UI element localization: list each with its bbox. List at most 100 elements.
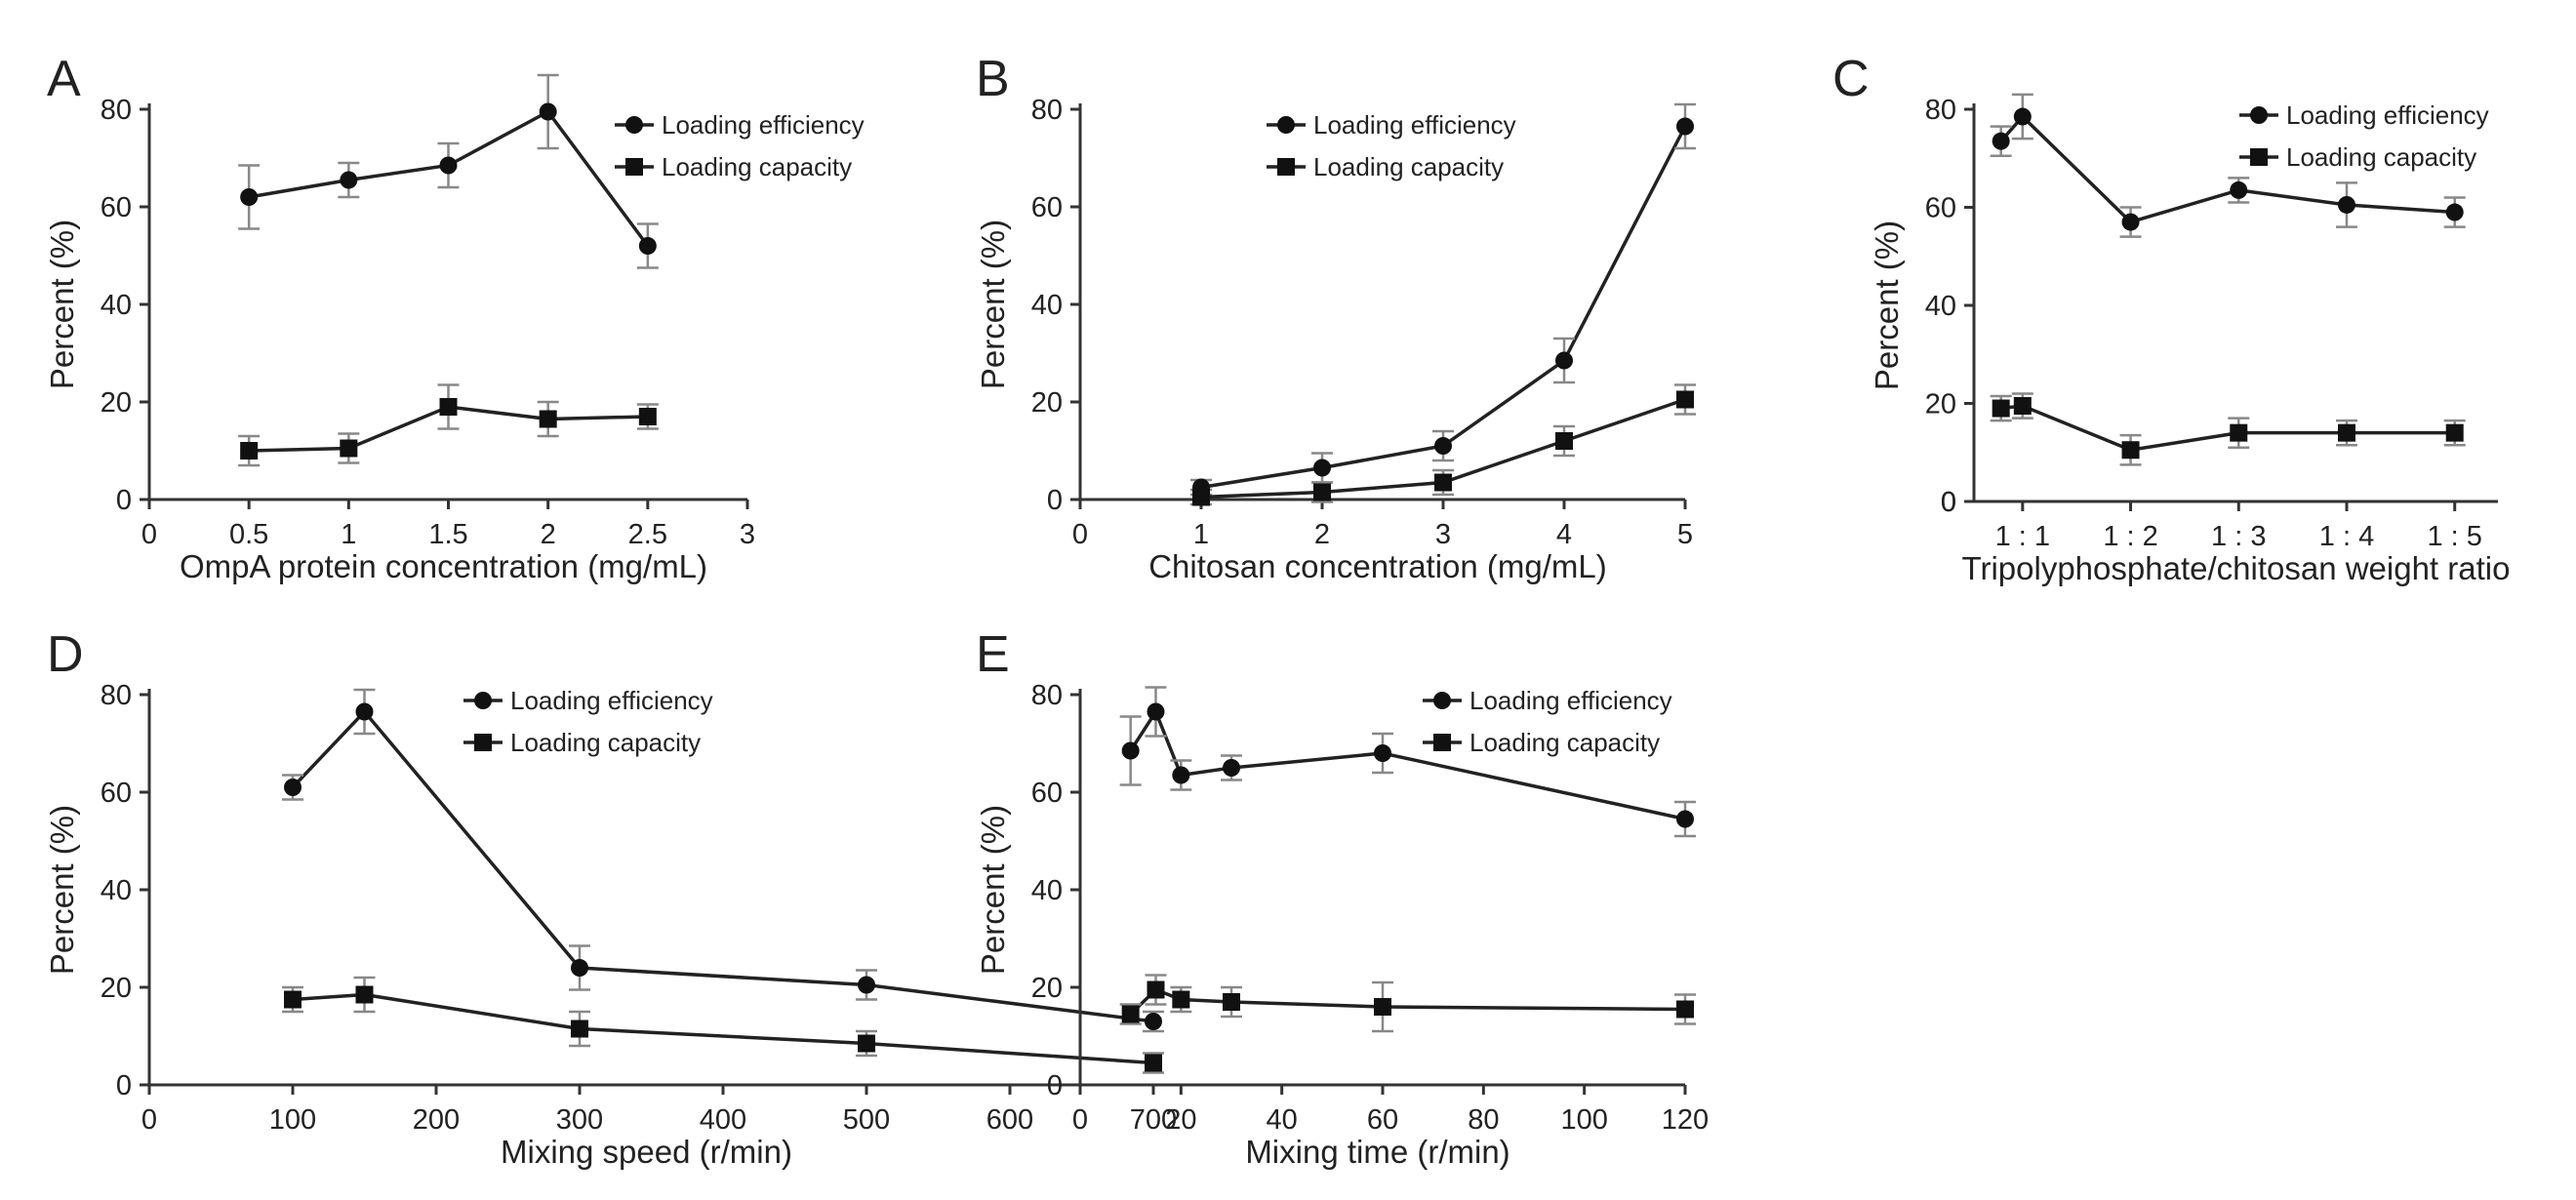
panel-a-y-tick-label: 20 xyxy=(101,387,132,419)
panel-e-x-tick-label: 40 xyxy=(1267,1104,1298,1136)
panel-d-legend-marker-capacity xyxy=(474,734,492,751)
panel-a-series-efficiency-point xyxy=(240,188,259,206)
panel-c-x-tick-label: 1 : 1 xyxy=(1995,521,2050,552)
panel-d-series-efficiency-point xyxy=(858,976,875,994)
panel-e-label: E xyxy=(976,626,1010,683)
panel-a-x-tick-label: 0.5 xyxy=(229,519,268,550)
panel-e-y-tick-label: 0 xyxy=(1047,1070,1063,1101)
panel-c-series-efficiency-point xyxy=(2337,195,2355,214)
panel-d-legend-label-efficiency: Loading efficiency xyxy=(510,686,713,715)
panel-e-series-efficiency-point xyxy=(1676,810,1694,828)
panel-a-y-tick-label: 60 xyxy=(101,192,132,223)
panel-c-legend-marker-capacity xyxy=(2250,148,2268,166)
panel-c-series-capacity-point xyxy=(2121,441,2140,460)
panel-e-series-capacity-point xyxy=(1223,993,1240,1011)
panel-e-legend: Loading efficiency Loading capacity xyxy=(1423,686,1672,757)
panel-e-x-tick-label: 120 xyxy=(1662,1104,1709,1136)
panel-e-y-tick-label: 40 xyxy=(1031,875,1063,906)
panel-e-series-capacity-point xyxy=(1121,1005,1140,1023)
panel-b-series-capacity-point xyxy=(1676,390,1694,409)
panel-d-y-tick-label: 80 xyxy=(101,680,132,711)
panel-a-series-capacity-point xyxy=(240,442,259,460)
panel-d-series-capacity-point xyxy=(355,985,374,1004)
panel-c-series-capacity-point xyxy=(1992,399,2010,418)
panel-b-y-tick-label: 20 xyxy=(1031,387,1063,419)
panel-a-x-tick-label: 1.5 xyxy=(428,519,467,550)
panel-e-legend-marker-efficiency xyxy=(1433,692,1451,709)
panel-d-legend: Loading efficiency Loading capacity xyxy=(463,686,713,757)
panel-b-series-efficiency-point xyxy=(1555,351,1573,370)
panel-d-y-tick-label: 20 xyxy=(101,973,132,1004)
panel-a-legend-label-capacity: Loading capacity xyxy=(662,152,852,181)
panel-c-series-capacity xyxy=(1990,392,2466,466)
panel-d-x-tick-label: 100 xyxy=(269,1104,316,1136)
panel-c-y-tick-label: 0 xyxy=(1941,487,1956,518)
panel-c-series-capacity-point xyxy=(2337,423,2355,442)
panel-b-x-tick-label: 2 xyxy=(1314,519,1330,550)
panel-b-series-capacity-point xyxy=(1555,432,1573,450)
panel-d-x-tick-label: 600 xyxy=(986,1104,1033,1136)
panel-c-x-tick-label: 1 : 3 xyxy=(2211,521,2266,552)
panel-a-x-tick-label: 2 xyxy=(541,519,556,550)
panel-b-series-capacity-point xyxy=(1434,473,1452,492)
panel-b-x-tick-label: 4 xyxy=(1556,519,1572,550)
panel-e-series-capacity xyxy=(1119,974,1696,1033)
panel-c-y-axis-title: Percent (%) xyxy=(1869,220,1905,390)
panel-c-x-tick-label: 1 : 2 xyxy=(2103,521,2157,552)
panel-d-y-tick-label: 60 xyxy=(101,778,132,809)
panel-a-series-capacity-point xyxy=(638,408,657,425)
panel-e-series-efficiency-point xyxy=(1147,702,1165,721)
panel-e-legend-label-efficiency: Loading efficiency xyxy=(1469,686,1672,715)
panel-c-y-tick-label: 60 xyxy=(1925,193,1956,224)
panel-b-legend-marker-capacity xyxy=(1277,158,1295,176)
panel-b-series-efficiency-point xyxy=(1676,117,1694,136)
panel-d-x-tick-label: 500 xyxy=(843,1104,890,1136)
panel-d-series-capacity-point xyxy=(1145,1054,1162,1072)
panel-a-series-capacity xyxy=(238,383,659,467)
panel-d-x-tick-label: 0 xyxy=(141,1104,157,1136)
panel-e-series-capacity-point xyxy=(1374,998,1391,1016)
panel-b-legend: Loading efficiency Loading capacity xyxy=(1267,110,1516,181)
panel-e-legend-label-capacity: Loading capacity xyxy=(1469,728,1660,757)
panel-c-legend-label-capacity: Loading capacity xyxy=(2286,142,2476,172)
panel-c-series-capacity-point xyxy=(2445,423,2464,442)
panel-b-y-tick-label: 60 xyxy=(1031,192,1063,223)
panel-a-y-tick-label: 80 xyxy=(101,95,132,126)
panel-a-x-tick-label: 0 xyxy=(141,519,157,550)
panel-b-label: B xyxy=(976,51,1010,107)
panel-a-legend-label-efficiency: Loading efficiency xyxy=(662,110,865,140)
panel-d-y-tick-label: 40 xyxy=(101,875,132,906)
panel-a-legend-marker-capacity xyxy=(625,158,643,176)
panel-d-series-efficiency-point xyxy=(355,702,374,721)
panel-c-series-efficiency-point xyxy=(2230,180,2248,199)
panel-c-series-capacity-line xyxy=(2000,404,2455,453)
panel-e-x-tick-label: 0 xyxy=(1072,1104,1088,1136)
panel-e-y-axis-title: Percent (%) xyxy=(975,805,1011,975)
panel-a-y-tick-label: 0 xyxy=(116,485,132,516)
panel-c-y-tick-label: 40 xyxy=(1925,291,1956,322)
panel-d-series-efficiency-point xyxy=(284,779,302,796)
panel-d-series-efficiency-point xyxy=(571,959,588,977)
panel-d-x-tick-label: 200 xyxy=(413,1104,460,1136)
panel-a-x-axis-title: OmpA protein concentration (mg/mL) xyxy=(180,548,707,584)
panel-a: A 0 20 40 60 80 0 0.5 1 1.5 2 2.5 3 OmpA protein conc… xyxy=(44,51,865,584)
panel-e-series-efficiency-point xyxy=(1121,741,1140,760)
panel-d-series-capacity xyxy=(282,976,1164,1074)
panel-d-series-capacity-point xyxy=(858,1034,875,1053)
panel-c-x-origin-label: 0 xyxy=(1941,487,1956,518)
panel-e-x-tick-label: 60 xyxy=(1367,1104,1398,1136)
panel-a-series-efficiency-point xyxy=(439,156,458,175)
panel-b-y-tick-label: 40 xyxy=(1031,290,1063,321)
panel-b-series-capacity xyxy=(1190,383,1696,506)
panel-e-series-efficiency xyxy=(1119,686,1696,838)
panel-d-x-tick-label: 300 xyxy=(556,1104,603,1136)
panel-b-legend-marker-efficiency xyxy=(1277,116,1295,134)
panel-d-legend-label-capacity: Loading capacity xyxy=(510,728,701,757)
panel-b-y-tick-label: 0 xyxy=(1047,485,1063,516)
panel-a-label: A xyxy=(47,51,81,107)
panel-a-legend-marker-efficiency xyxy=(625,116,643,134)
panel-b-x-axis-title: Chitosan concentration (mg/mL) xyxy=(1148,548,1607,584)
panel-b-series-efficiency xyxy=(1190,102,1696,497)
panel-b-y-tick-label: 80 xyxy=(1031,95,1063,126)
panel-a-y-axis-title: Percent (%) xyxy=(44,220,80,389)
